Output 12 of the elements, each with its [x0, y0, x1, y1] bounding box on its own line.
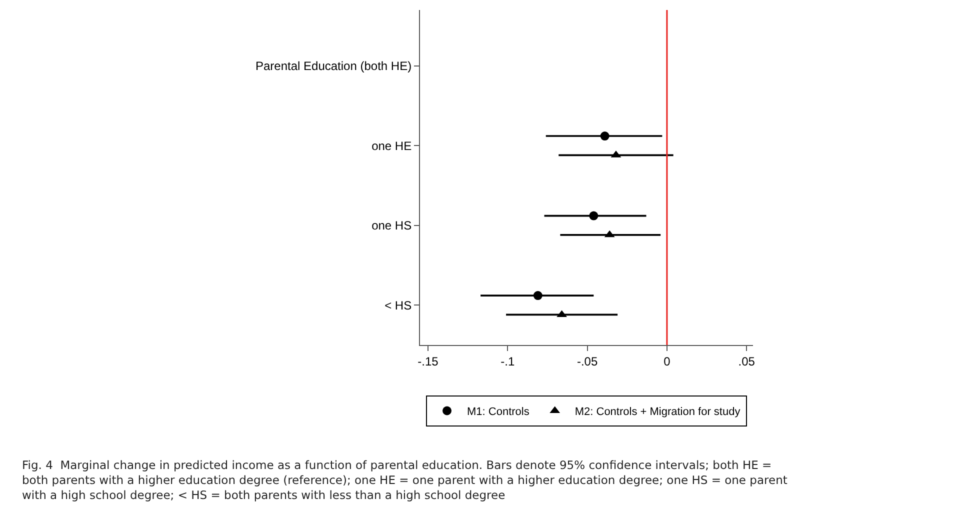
legend-label: M1: Controls: [467, 406, 530, 418]
y-tick-label: one HE: [372, 138, 412, 153]
x-tick-label: .05: [738, 354, 756, 368]
legend-label: M2: Controls + Migration for study: [574, 406, 741, 418]
y-tick-label: Parental Education (both HE): [256, 59, 412, 74]
y-tick-label: one HS: [372, 218, 412, 233]
x-tick-label: -.15: [418, 354, 439, 368]
x-tick-label: 0: [664, 354, 671, 368]
caption: Fig. 4 Marginal change in predicted income as a function of parental education. Bars denote 95% confidence intervals; both HE = both parents with a higher education degree (reference); one HE = one parent with a higher education degree; one HS = one parent with a high school degree; < HS = both parents with less than a high school degree: [22, 458, 788, 502]
y-tick-label: < HS: [384, 298, 412, 312]
x-tick-label: -.05: [576, 354, 598, 368]
x-tick-label: -.1: [500, 354, 515, 368]
